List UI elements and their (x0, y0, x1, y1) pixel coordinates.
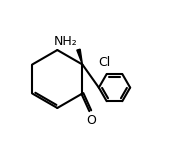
Text: O: O (86, 114, 96, 127)
Text: NH₂: NH₂ (54, 35, 78, 48)
Text: Cl: Cl (98, 56, 110, 69)
Polygon shape (77, 49, 82, 64)
